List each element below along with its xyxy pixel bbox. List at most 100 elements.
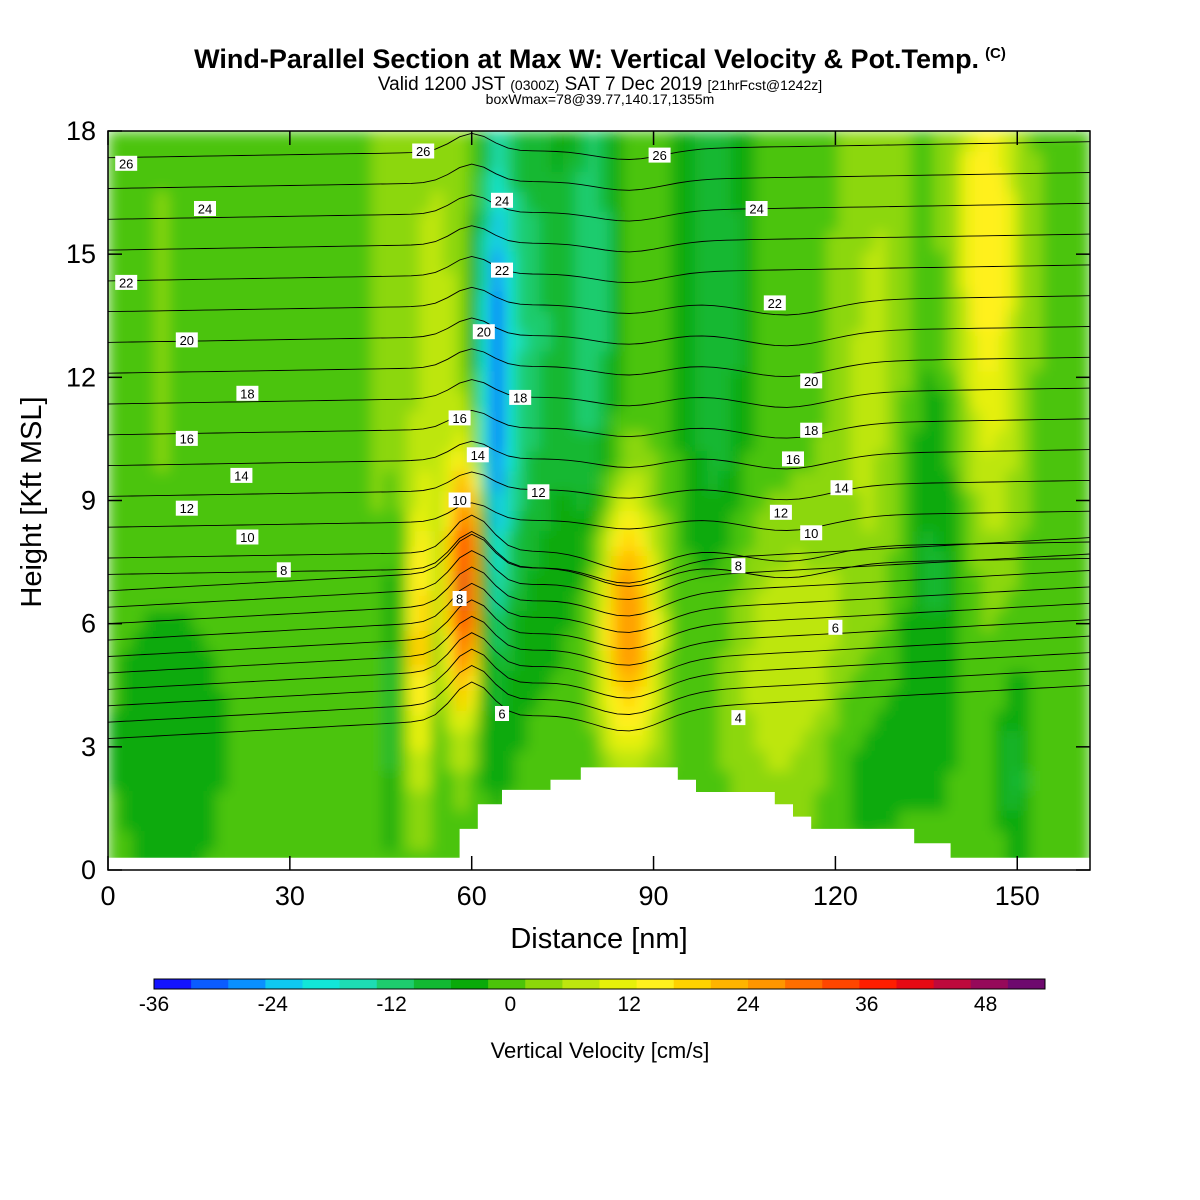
velocity-cell [934,310,948,332]
velocity-cell [898,250,912,272]
velocity-cell [658,610,672,632]
velocity-cell [215,290,229,312]
velocity-cell [299,430,313,452]
velocity-cell [658,290,672,312]
velocity-cell [347,290,361,312]
velocity-cell [323,670,337,692]
theta-label: 8 [276,562,291,578]
velocity-cell [131,510,145,532]
velocity-cell [275,170,289,192]
velocity-cell [850,710,864,731]
velocity-cell [155,690,169,712]
velocity-cell [359,790,373,811]
velocity-cell [527,210,540,232]
velocity-cell [167,150,181,172]
velocity-cell [131,690,145,712]
velocity-cell [754,530,768,552]
velocity-cell [1030,190,1043,212]
velocity-cell [982,530,995,552]
velocity-cell [874,310,888,332]
velocity-cell [946,810,960,831]
velocity-cell [754,510,768,532]
velocity-cell [251,430,265,452]
velocity-cell [359,230,373,252]
velocity-cell [551,570,564,592]
colorbar-swatch [785,979,823,989]
theta-label-text: 20 [180,333,194,348]
velocity-cell [874,350,888,372]
velocity-cell [539,750,552,771]
velocity-cell [802,390,816,412]
velocity-cell [299,310,313,332]
velocity-cell [203,290,217,312]
velocity-cell [443,310,457,332]
theta-label: 18 [509,389,532,405]
velocity-cell [1018,510,1031,532]
velocity-cell [515,590,528,612]
velocity-cell [754,230,768,252]
velocity-cell [1066,490,1079,512]
velocity-cell [670,690,684,712]
velocity-cell [766,430,780,452]
velocity-cell [167,350,181,372]
velocity-cell [922,290,936,312]
velocity-cell [898,210,912,232]
velocity-cell [742,210,756,232]
velocity-cell [1042,131,1055,152]
velocity-cell [131,670,145,692]
velocity-cell [431,730,445,751]
velocity-cell [646,550,660,572]
velocity-cell [862,370,876,392]
velocity-cell [1054,350,1067,372]
velocity-cell [527,530,540,552]
theta-label: 6 [828,619,843,635]
theta-label-box [230,467,253,483]
colorbar-swatch [413,979,452,989]
velocity-cell [1078,290,1090,312]
velocity-cell [622,290,636,312]
velocity-cell [191,790,205,811]
velocity-cell [646,590,660,612]
velocity-cell [587,230,600,252]
velocity-cell [970,470,984,492]
velocity-cell [467,470,481,492]
velocity-cell [587,131,600,152]
velocity-cell [1018,350,1031,372]
velocity-cell [347,350,361,372]
velocity-cell [1054,270,1067,292]
velocity-cell [1006,230,1019,252]
velocity-cell [155,830,169,851]
velocity-cell [634,750,648,771]
velocity-cell [670,290,684,312]
velocity-cell [335,690,349,712]
velocity-cell [455,170,469,192]
velocity-cell [826,250,840,272]
velocity-cell [251,690,265,712]
velocity-cell [706,390,720,412]
velocity-cell [263,230,277,252]
velocity-cell [790,470,804,492]
velocity-cell [455,350,469,372]
velocity-cell [1030,510,1043,532]
velocity-cell [946,430,960,452]
velocity-cell [622,450,636,472]
velocity-cell [203,210,217,232]
velocity-cell [395,390,409,412]
velocity-cell [443,330,457,352]
velocity-cell [1042,250,1055,272]
velocity-cell [862,770,876,791]
velocity-cell [251,330,265,352]
velocity-cell [251,290,265,312]
theta-line [108,530,1090,587]
theta-label-text: 16 [180,431,194,446]
velocity-cell [610,370,624,392]
velocity-cell [443,210,457,232]
velocity-cell [634,230,648,252]
velocity-cell [718,410,732,432]
velocity-cell [1018,750,1031,771]
velocity-cell [479,610,493,632]
velocity-cell [754,310,768,332]
velocity-cell [610,310,624,332]
velocity-cell [359,830,373,851]
velocity-cell [622,390,636,412]
